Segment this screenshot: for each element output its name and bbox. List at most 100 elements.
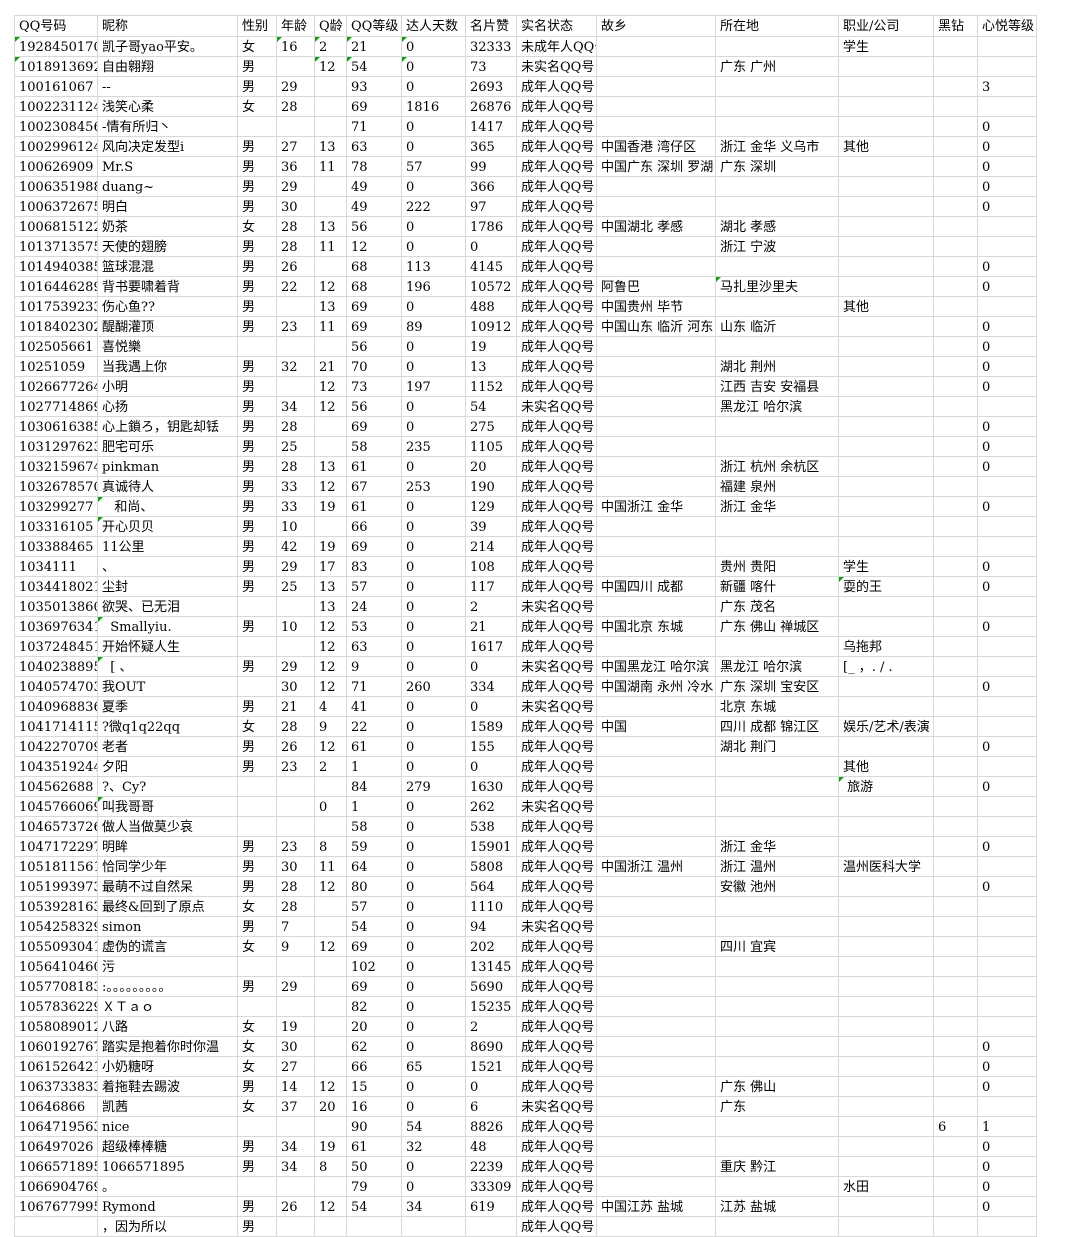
cell-qq[interactable]: 1043519244: [15, 757, 98, 777]
cell-xinyue[interactable]: 0: [978, 1057, 1037, 1077]
cell-diamond[interactable]: [934, 117, 978, 137]
cell-xinyue[interactable]: [978, 817, 1037, 837]
cell-nick[interactable]: 八路: [98, 1017, 238, 1037]
cell-gender[interactable]: 女: [238, 1097, 277, 1117]
cell-location[interactable]: 浙江 金华: [716, 837, 839, 857]
cell-job[interactable]: [839, 257, 934, 277]
cell-diamond[interactable]: [934, 1077, 978, 1097]
cell-daren[interactable]: 1816: [402, 97, 466, 117]
cell-gender[interactable]: 女: [238, 717, 277, 737]
cell-location[interactable]: [716, 917, 839, 937]
cell-job[interactable]: [839, 897, 934, 917]
cell-location[interactable]: 广东 深圳 宝安区: [716, 677, 839, 697]
cell-job[interactable]: [839, 437, 934, 457]
cell-qq[interactable]: 1026677264: [15, 377, 98, 397]
cell-diamond[interactable]: [934, 157, 978, 177]
cell-gender[interactable]: 男: [238, 77, 277, 97]
cell-gender[interactable]: 男: [238, 1137, 277, 1157]
cell-likes[interactable]: 5808: [466, 857, 517, 877]
cell-qage[interactable]: [315, 77, 347, 97]
cell-gender[interactable]: 男: [238, 197, 277, 217]
cell-age[interactable]: [277, 957, 315, 977]
cell-status[interactable]: 成年人QQ号: [517, 1177, 597, 1197]
cell-level[interactable]: 66: [347, 517, 402, 537]
cell-hometown[interactable]: [597, 37, 716, 57]
cell-likes[interactable]: 129: [466, 497, 517, 517]
cell-level[interactable]: 1: [347, 757, 402, 777]
cell-status[interactable]: 成年人QQ号: [517, 637, 597, 657]
cell-job[interactable]: [839, 997, 934, 1017]
cell-nick[interactable]: 背书要啸着背: [98, 277, 238, 297]
cell-likes[interactable]: 1589: [466, 717, 517, 737]
cell-xinyue[interactable]: [978, 537, 1037, 557]
cell-job[interactable]: [839, 317, 934, 337]
cell-status[interactable]: 成年人QQ号: [517, 1037, 597, 1057]
cell-daren[interactable]: 0: [402, 1097, 466, 1117]
cell-level[interactable]: 66: [347, 1057, 402, 1077]
cell-daren[interactable]: [402, 1217, 466, 1237]
cell-qage[interactable]: [315, 777, 347, 797]
cell-age[interactable]: 23: [277, 317, 315, 337]
cell-likes[interactable]: 117: [466, 577, 517, 597]
cell-job[interactable]: [839, 1197, 934, 1217]
cell-qq[interactable]: 1002231124: [15, 97, 98, 117]
cell-hometown[interactable]: [597, 1097, 716, 1117]
cell-location[interactable]: 湖北 孝感: [716, 217, 839, 237]
cell-daren[interactable]: 0: [402, 77, 466, 97]
cell-age[interactable]: 42: [277, 537, 315, 557]
cell-location[interactable]: 广东 佛山 禅城区: [716, 617, 839, 637]
cell-xinyue[interactable]: 0: [978, 117, 1037, 137]
cell-likes[interactable]: 0: [466, 237, 517, 257]
cell-qq[interactable]: 1051811561: [15, 857, 98, 877]
cell-status[interactable]: 未实名QQ号: [517, 697, 597, 717]
column-header-diamond[interactable]: 黑钻: [934, 16, 978, 37]
cell-diamond[interactable]: [934, 737, 978, 757]
cell-likes[interactable]: 214: [466, 537, 517, 557]
cell-diamond[interactable]: [934, 777, 978, 797]
cell-level[interactable]: 90: [347, 1117, 402, 1137]
cell-nick[interactable]: 喜悦樂: [98, 337, 238, 357]
cell-nick[interactable]: 最终&回到了原点: [98, 897, 238, 917]
cell-job[interactable]: [839, 1017, 934, 1037]
cell-hometown[interactable]: [597, 737, 716, 757]
cell-job[interactable]: [839, 157, 934, 177]
cell-likes[interactable]: 48: [466, 1137, 517, 1157]
cell-qq[interactable]: 10251059: [15, 357, 98, 377]
cell-xinyue[interactable]: 0: [978, 277, 1037, 297]
cell-diamond[interactable]: [934, 297, 978, 317]
cell-location[interactable]: 山东 临沂: [716, 317, 839, 337]
cell-job[interactable]: [839, 837, 934, 857]
cell-hometown[interactable]: 中国湖北 孝感: [597, 217, 716, 237]
cell-age[interactable]: 27: [277, 1057, 315, 1077]
cell-gender[interactable]: 男: [238, 257, 277, 277]
cell-status[interactable]: 成年人QQ号: [517, 237, 597, 257]
cell-status[interactable]: 成年人QQ号: [517, 437, 597, 457]
cell-gender[interactable]: 男: [238, 837, 277, 857]
cell-level[interactable]: 102: [347, 957, 402, 977]
cell-status[interactable]: 成年人QQ号: [517, 877, 597, 897]
cell-qage[interactable]: [315, 517, 347, 537]
cell-diamond[interactable]: [934, 697, 978, 717]
cell-nick[interactable]: [ 、: [98, 657, 238, 677]
cell-qq[interactable]: 102505661: [15, 337, 98, 357]
cell-daren[interactable]: 0: [402, 137, 466, 157]
cell-status[interactable]: 成年人QQ号: [517, 897, 597, 917]
cell-age[interactable]: 28: [277, 417, 315, 437]
cell-likes[interactable]: 10572: [466, 277, 517, 297]
cell-age[interactable]: 26: [277, 257, 315, 277]
cell-xinyue[interactable]: [978, 757, 1037, 777]
cell-status[interactable]: 成年人QQ号: [517, 677, 597, 697]
cell-diamond[interactable]: [934, 817, 978, 837]
cell-level[interactable]: 53: [347, 617, 402, 637]
cell-likes[interactable]: 15901: [466, 837, 517, 857]
cell-nick[interactable]: 夕阳: [98, 757, 238, 777]
cell-age[interactable]: [277, 337, 315, 357]
cell-status[interactable]: 成年人QQ号: [517, 1217, 597, 1237]
cell-level[interactable]: 61: [347, 737, 402, 757]
cell-hometown[interactable]: [597, 897, 716, 917]
cell-likes[interactable]: 0: [466, 697, 517, 717]
cell-age[interactable]: 28: [277, 457, 315, 477]
cell-nick[interactable]: 心扬: [98, 397, 238, 417]
cell-hometown[interactable]: [597, 397, 716, 417]
cell-level[interactable]: 15: [347, 1077, 402, 1097]
